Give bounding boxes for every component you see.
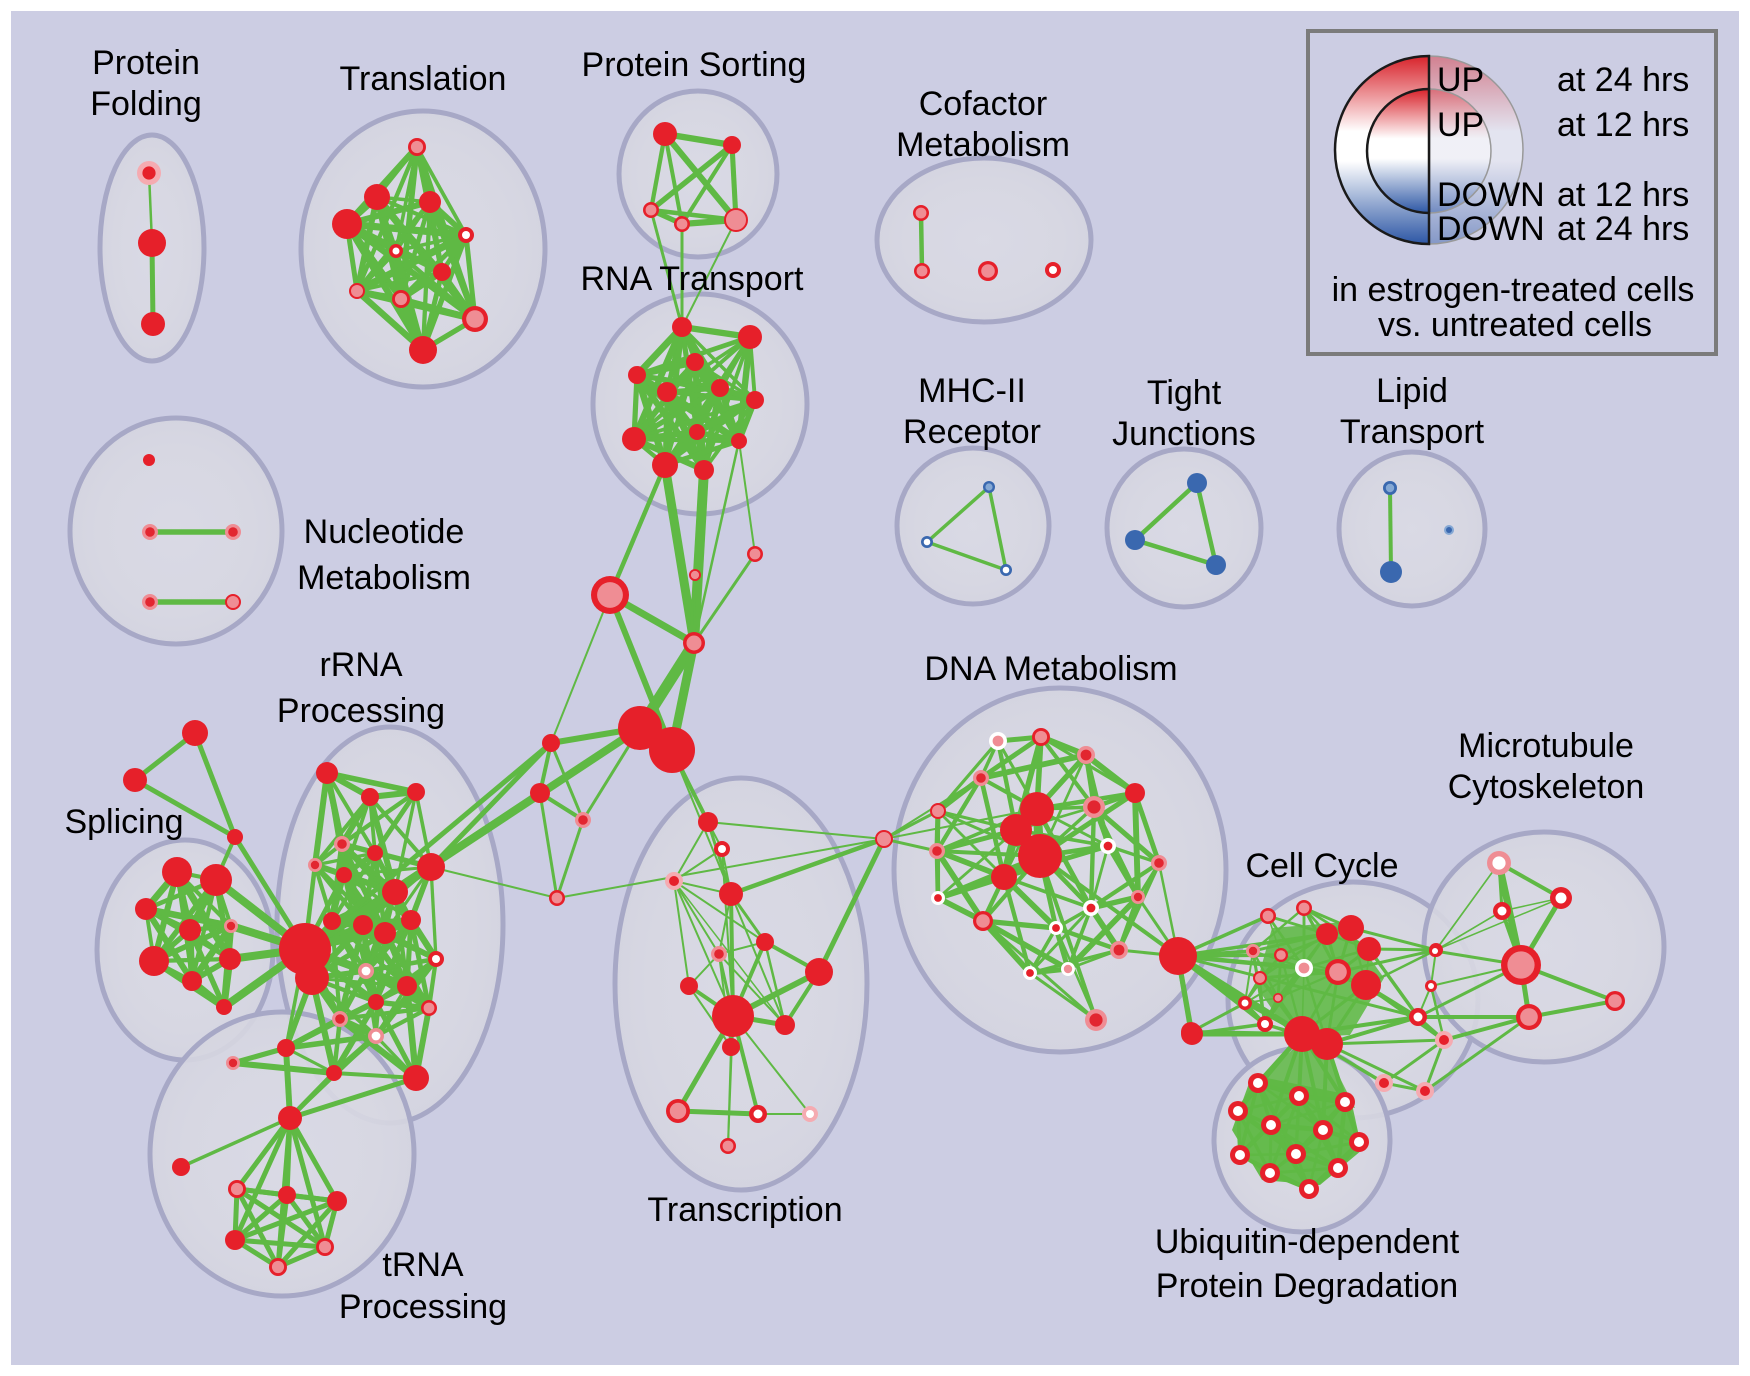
svg-text:Microtubule: Microtubule [1458, 727, 1634, 765]
svg-text:at 12 hrs: at 12 hrs [1557, 176, 1689, 214]
svg-text:UP: UP [1437, 106, 1484, 144]
svg-text:Cell Cycle: Cell Cycle [1245, 847, 1398, 885]
svg-text:Cytoskeleton: Cytoskeleton [1448, 768, 1645, 806]
svg-text:Junctions: Junctions [1112, 415, 1256, 453]
svg-text:at 12 hrs: at 12 hrs [1557, 106, 1689, 144]
svg-text:Tight: Tight [1147, 374, 1222, 412]
svg-text:Metabolism: Metabolism [297, 559, 471, 597]
svg-text:Processing: Processing [277, 692, 445, 730]
svg-text:DOWN: DOWN [1437, 176, 1545, 214]
svg-text:rRNA: rRNA [319, 646, 402, 684]
svg-text:RNA Transport: RNA Transport [581, 260, 805, 298]
svg-text:DNA Metabolism: DNA Metabolism [924, 650, 1177, 688]
svg-text:Metabolism: Metabolism [896, 126, 1070, 164]
svg-text:Protein Sorting: Protein Sorting [582, 46, 807, 84]
svg-text:MHC-II: MHC-II [918, 372, 1026, 410]
svg-text:at 24 hrs: at 24 hrs [1557, 210, 1689, 248]
svg-text:Folding: Folding [90, 85, 202, 123]
svg-text:UP: UP [1437, 61, 1484, 99]
svg-text:Lipid: Lipid [1376, 372, 1448, 410]
svg-text:Receptor: Receptor [903, 413, 1041, 451]
svg-text:Transport: Transport [1340, 413, 1485, 451]
svg-text:Nucleotide: Nucleotide [304, 513, 465, 551]
svg-text:tRNA: tRNA [382, 1246, 464, 1284]
svg-text:Cofactor: Cofactor [919, 85, 1048, 123]
svg-text:Protein Degradation: Protein Degradation [1156, 1267, 1458, 1305]
svg-text:Transcription: Transcription [647, 1191, 842, 1229]
svg-text:Splicing: Splicing [64, 803, 183, 841]
svg-text:DOWN: DOWN [1437, 210, 1545, 248]
svg-text:Ubiquitin-dependent: Ubiquitin-dependent [1155, 1223, 1460, 1261]
svg-text:vs. untreated cells: vs. untreated cells [1378, 306, 1652, 344]
svg-text:in estrogen-treated cells: in estrogen-treated cells [1332, 271, 1695, 309]
svg-text:Protein: Protein [92, 44, 200, 82]
svg-text:Translation: Translation [340, 60, 507, 98]
svg-text:at 24 hrs: at 24 hrs [1557, 61, 1689, 99]
svg-text:Processing: Processing [339, 1288, 507, 1326]
